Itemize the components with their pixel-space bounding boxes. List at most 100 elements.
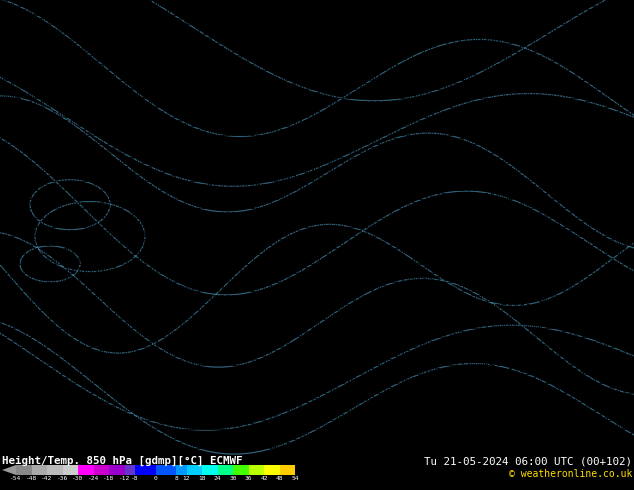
Text: 12: 12 — [514, 111, 524, 120]
Text: 13: 13 — [41, 433, 49, 441]
Text: 15: 15 — [436, 322, 446, 331]
Text: 12: 12 — [58, 175, 68, 184]
Text: 14: 14 — [0, 120, 8, 129]
Text: 12: 12 — [202, 414, 212, 423]
Text: 13: 13 — [190, 441, 200, 451]
Text: 13: 13 — [502, 166, 512, 175]
Text: 15: 15 — [436, 387, 446, 395]
Text: 15: 15 — [328, 414, 338, 423]
Text: 13: 13 — [616, 46, 626, 55]
Text: 11: 11 — [244, 83, 254, 92]
Text: 11: 11 — [533, 28, 541, 37]
Text: 12: 12 — [131, 433, 139, 441]
Text: 12: 12 — [580, 46, 590, 55]
Text: 11: 11 — [604, 276, 614, 285]
Text: 11: 11 — [250, 74, 260, 83]
Text: 14: 14 — [526, 267, 536, 276]
Text: Tu 21-05-2024 06:00 UTC (00+102): Tu 21-05-2024 06:00 UTC (00+102) — [424, 456, 632, 466]
Text: 13: 13 — [568, 405, 578, 414]
Text: 11: 11 — [250, 248, 260, 258]
Text: 11: 11 — [244, 65, 254, 74]
Text: 12: 12 — [568, 55, 578, 64]
Text: 11: 11 — [119, 202, 127, 212]
Text: 11: 11 — [143, 202, 152, 212]
Bar — [233, 465, 249, 475]
Text: 13: 13 — [496, 396, 506, 405]
Text: 15: 15 — [131, 55, 139, 64]
Text: 10: 10 — [209, 239, 217, 248]
Text: 12: 12 — [299, 258, 307, 267]
Text: 11: 11 — [611, 101, 619, 110]
Text: 10: 10 — [484, 0, 494, 9]
Text: 11: 11 — [358, 184, 368, 193]
Text: 11: 11 — [299, 19, 307, 27]
Text: 15: 15 — [479, 258, 488, 267]
Text: 15: 15 — [136, 28, 146, 37]
Text: 12: 12 — [226, 9, 236, 18]
Text: 13: 13 — [184, 55, 193, 64]
Text: 15: 15 — [430, 359, 439, 368]
Text: 15: 15 — [412, 441, 422, 451]
Text: 12: 12 — [574, 248, 584, 258]
Text: 10: 10 — [322, 9, 332, 18]
Text: 13: 13 — [545, 387, 553, 395]
Text: 11: 11 — [88, 193, 98, 202]
Text: 14: 14 — [34, 129, 44, 138]
Text: 12: 12 — [82, 396, 92, 405]
Text: 10: 10 — [190, 359, 200, 368]
Text: 11: 11 — [34, 313, 44, 322]
Text: 13: 13 — [598, 359, 607, 368]
Text: 10: 10 — [611, 166, 619, 175]
Text: 16: 16 — [382, 396, 392, 405]
Text: 10: 10 — [166, 294, 176, 303]
Text: 11: 11 — [119, 387, 127, 395]
Text: 11: 11 — [586, 175, 595, 184]
Text: 15: 15 — [328, 322, 338, 331]
Text: 12: 12 — [533, 129, 541, 138]
Text: 14: 14 — [508, 276, 517, 285]
Text: 12: 12 — [562, 212, 572, 220]
Text: 14: 14 — [526, 212, 536, 220]
Text: 10: 10 — [389, 129, 398, 138]
Text: 11: 11 — [250, 92, 260, 101]
Text: 10: 10 — [209, 230, 217, 239]
Text: 11: 11 — [545, 92, 553, 101]
Text: 11: 11 — [370, 193, 380, 202]
Text: 12: 12 — [58, 359, 68, 368]
Text: 10: 10 — [190, 258, 200, 267]
Text: 9: 9 — [415, 28, 419, 37]
Text: 11: 11 — [34, 258, 44, 267]
Text: 12: 12 — [574, 230, 584, 239]
Text: 13: 13 — [533, 405, 541, 414]
Text: 14: 14 — [377, 267, 385, 276]
Text: 15: 15 — [418, 396, 427, 405]
Text: 13: 13 — [550, 267, 560, 276]
Text: 11: 11 — [370, 184, 380, 193]
Text: 11: 11 — [154, 377, 164, 386]
Text: 15: 15 — [41, 9, 49, 18]
Text: 11: 11 — [197, 377, 205, 386]
Text: 14: 14 — [94, 120, 103, 129]
Text: 14: 14 — [4, 92, 13, 101]
Text: 11: 11 — [226, 221, 236, 230]
Text: 12: 12 — [574, 258, 584, 267]
Text: 11: 11 — [586, 120, 595, 129]
Text: 10: 10 — [221, 304, 230, 313]
Text: 13: 13 — [604, 387, 614, 395]
Text: 11: 11 — [550, 92, 560, 101]
Text: 10: 10 — [166, 285, 176, 294]
Text: 13: 13 — [616, 28, 626, 37]
Text: 11: 11 — [598, 156, 607, 166]
Text: 11: 11 — [202, 359, 212, 368]
Text: 12: 12 — [280, 304, 290, 313]
Text: 12: 12 — [148, 175, 158, 184]
Text: 16: 16 — [401, 322, 410, 331]
Text: 13: 13 — [604, 19, 614, 27]
Text: 13: 13 — [262, 359, 271, 368]
Text: 13: 13 — [623, 396, 631, 405]
Polygon shape — [2, 465, 16, 475]
Text: 10: 10 — [184, 368, 193, 377]
Text: 14: 14 — [448, 441, 458, 451]
Text: 14: 14 — [82, 101, 92, 110]
Text: 10: 10 — [160, 313, 170, 322]
